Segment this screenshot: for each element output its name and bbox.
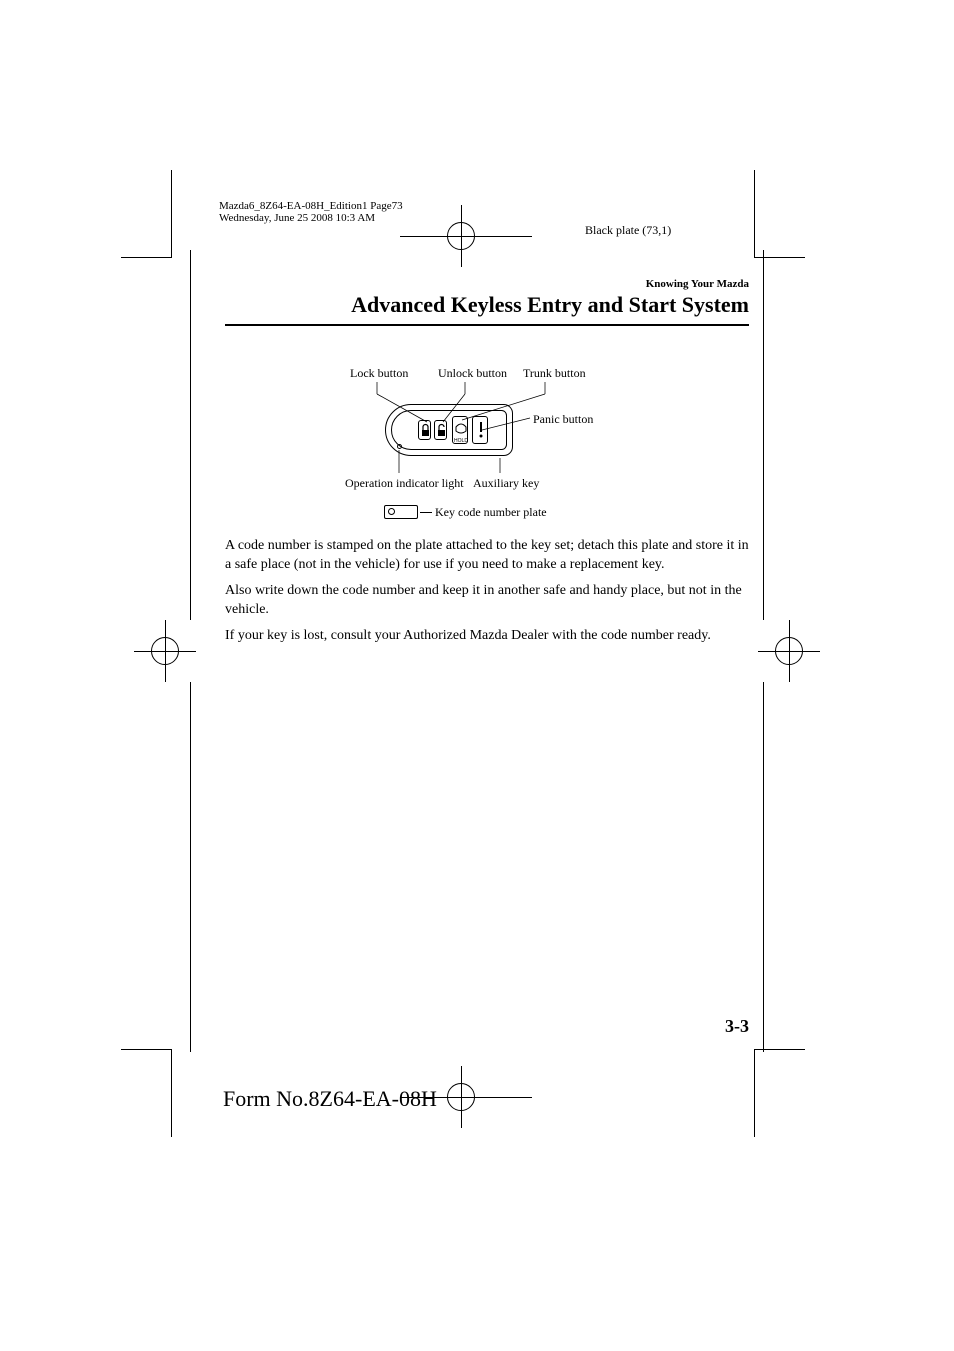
form-number: Form No.8Z64-EA-08H (223, 1086, 437, 1112)
section-header: Knowing Your Mazda Advanced Keyless Entr… (225, 278, 749, 326)
meta-doc-id: Mazda6_8Z64-EA-08H_Edition1 Page73 (219, 200, 403, 212)
section-label: Knowing Your Mazda (225, 278, 749, 290)
label-panic-button: Panic button (533, 412, 593, 427)
trunk-button-icon: HOLD (452, 416, 468, 444)
body-paragraph-1: A code number is stamped on the plate at… (225, 537, 749, 575)
crop-mark (171, 170, 172, 258)
label-unlock-button: Unlock button (438, 366, 507, 381)
label-lock-button: Lock button (350, 366, 408, 381)
section-title: Advanced Keyless Entry and Start System (351, 292, 749, 317)
body-paragraph-2: Also write down the code number and keep… (225, 582, 749, 620)
keycode-plate-diagram: Key code number plate (380, 503, 630, 521)
page-number: 3-3 (725, 1016, 749, 1037)
crop-mark (754, 1049, 755, 1137)
panic-button-icon: HOLD (472, 416, 488, 444)
leader-line (420, 512, 432, 513)
unlock-button-icon (434, 420, 447, 440)
page: Mazda6_8Z64-EA-08H_Edition1 Page73 Wedne… (0, 0, 954, 1351)
body-paragraph-3: If your key is lost, consult your Author… (225, 627, 749, 646)
label-auxiliary-key: Auxiliary key (473, 476, 539, 491)
black-plate-label: Black plate (73,1) (585, 223, 671, 238)
crop-mark (754, 170, 755, 258)
keycode-plate-hole-icon (388, 508, 395, 515)
crop-mark (121, 257, 171, 258)
operation-indicator-light-icon (397, 444, 402, 449)
crop-mark (121, 1049, 171, 1050)
label-trunk-button: Trunk button (523, 366, 586, 381)
key-fob-inner-outline (391, 410, 507, 450)
key-fob-diagram: Lock button Unlock button Trunk button P… (345, 360, 625, 525)
label-operation-indicator-light: Operation indicator light (345, 476, 464, 491)
meta-timestamp: Wednesday, June 25 2008 10:3 AM (219, 212, 375, 224)
crop-mark (171, 1049, 172, 1137)
svg-text:HOLD: HOLD (454, 438, 468, 444)
lock-button-icon (418, 420, 431, 440)
label-keycode-plate: Key code number plate (435, 505, 547, 520)
